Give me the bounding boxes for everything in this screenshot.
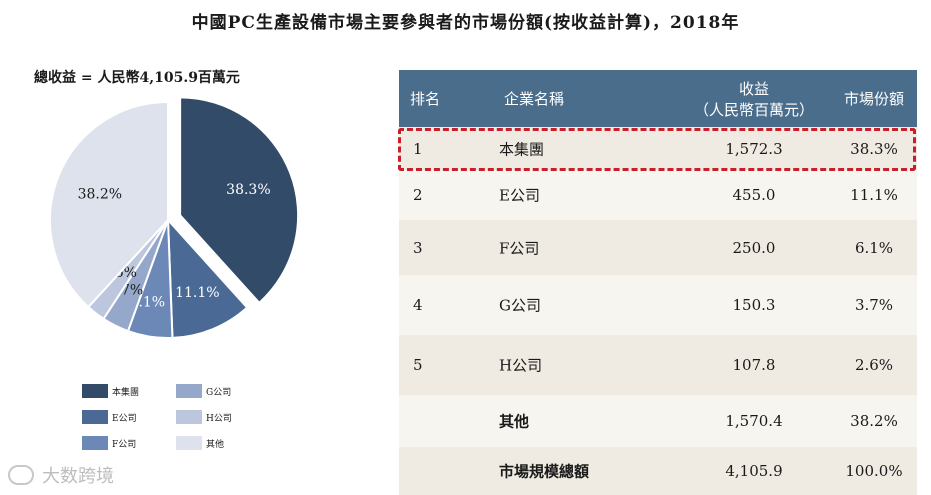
cell-revenue: 455.0 [732,186,776,204]
table-row: 5 H公司 107.8 2.6% [399,335,917,395]
legend-label: E公司 [112,413,137,424]
cell-revenue: 1,572.3 [725,139,783,158]
cell-name: 市場規模總額 [499,462,590,481]
table-row: 2 E公司 455.0 11.1% [399,170,917,220]
header-revenue: 收益 （人民幣百萬元） [679,78,829,120]
header-name: 企業名稱 [503,90,564,108]
cell-revenue: 4,105.9 [725,462,783,480]
pie-slice [179,96,300,305]
header-rank: 排名 [409,90,440,108]
table-row: 1 本集團 1,572.3 38.3% [399,127,917,170]
cell-revenue: 1,570.4 [725,412,783,430]
chart-title: 中國PC生產設備市場主要參與者的市場份額(按收益計算)，2018年 [191,13,740,33]
cell-share: 38.3% [850,139,898,158]
legend-label: G公司 [206,387,232,398]
cell-share: 6.1% [854,238,894,257]
cell-name: G公司 [499,296,541,315]
pie-slice-label: 38.2% [78,186,122,202]
pie-slice-label: 11.1% [175,285,219,301]
cell-share: 2.6% [854,356,894,374]
legend-item: G公司 [176,384,231,398]
legend-label: 本集團 [112,387,140,398]
watermark-text: 大数跨境 [42,466,114,487]
legend-swatch [176,384,202,398]
watermark: 大数跨境 [8,462,114,488]
cell-name: H公司 [499,356,543,375]
table-header: 排名 企業名稱 收益 （人民幣百萬元） 市場份額 [399,70,917,127]
cell-rank: 1 [413,139,423,158]
header-share: 市場份額 [843,90,904,108]
legend-label: F公司 [112,439,137,450]
cell-rank: 5 [413,356,423,374]
table-row: 4 G公司 150.3 3.7% [399,275,917,335]
legend-swatch [176,436,202,450]
cell-name: E公司 [499,186,540,205]
header-revenue-line2: （人民幣百萬元） [693,101,814,119]
cell-share: 11.1% [850,186,898,204]
legend-swatch [176,410,202,424]
legend-item: 其他 [176,436,224,450]
cell-revenue: 250.0 [732,238,776,257]
pie-slice [166,217,249,339]
legend-item: H公司 [176,410,232,424]
market-share-table: 排名 企業名稱 收益 （人民幣百萬元） 市場份額 1 本集團 1,572.3 38.3… [398,70,917,495]
table-body: 1 本集團 1,572.3 38.3% 2 E公司 455.0 11.1% 3 F公司 250.0 6… [399,127,917,495]
cell-rank: 3 [413,238,423,257]
total-revenue-label: 總收益 = 人民幣4,105.9百萬元 [34,70,240,86]
cell-share: 3.7% [854,296,894,314]
cell-share: 38.2% [850,412,898,430]
table-row: 其他 1,570.4 38.2% [399,395,917,447]
legend-label: 其他 [206,439,225,450]
legend-swatch [82,436,108,450]
cell-revenue: 107.8 [732,356,776,374]
pie-slice [49,100,169,309]
cell-share: 100.0% [845,462,903,480]
pie-slice-label: 38.3% [226,182,270,198]
pie-chart: 38.3%11.1%6.1%3.7%2.6%38.2% [49,96,300,339]
pie-legend: 本集團 E公司 F公司 G公司 H公司其他 [82,384,282,464]
table-row: 市場規模總額 4,105.9 100.0% [399,447,917,495]
cell-name: 其他 [499,412,530,431]
cell-rank: 2 [413,186,423,204]
watermark-logo-icon [8,465,34,485]
cell-name: 本集團 [499,140,545,158]
highlight-box [398,128,916,171]
legend-item: 本集團 [82,384,139,398]
table-row: 3 F公司 250.0 6.1% [399,220,917,275]
legend-item: F公司 [82,436,136,450]
legend-swatch [82,384,108,398]
cell-revenue: 150.3 [732,296,776,314]
header-revenue-line1: 收益 [738,80,769,98]
cell-name: F公司 [499,239,540,257]
legend-swatch [82,410,108,424]
legend-item: E公司 [82,410,137,424]
legend-label: H公司 [206,413,232,424]
cell-rank: 4 [413,296,423,314]
